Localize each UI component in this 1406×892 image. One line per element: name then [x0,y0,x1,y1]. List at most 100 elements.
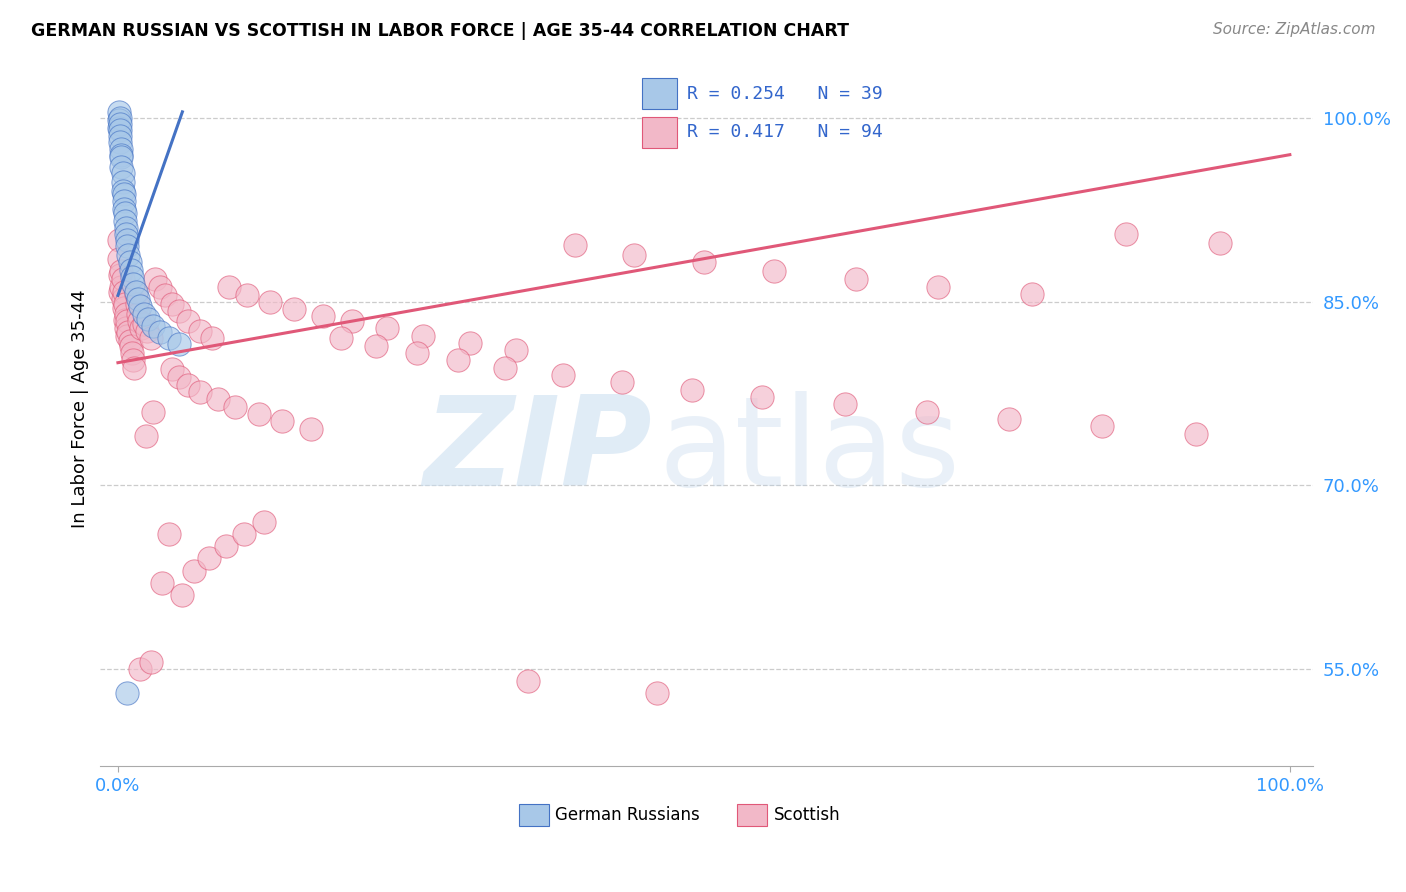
Point [1115,227,1137,242]
Point [122,277,145,292]
Point [117,686,139,700]
FancyBboxPatch shape [737,805,768,826]
Point [120,338,142,352]
Point [111,166,134,180]
Point [122,353,145,368]
Point [915,404,938,418]
Point [517,673,540,688]
Point [236,288,259,302]
Point [114,206,136,220]
Point [564,238,586,252]
Point [377,321,399,335]
Point [177,377,200,392]
Point [693,255,716,269]
Point [117,233,139,247]
Point [135,429,157,443]
Point [110,111,132,125]
Point [117,239,139,253]
Point [108,120,131,135]
Point [112,194,135,209]
FancyBboxPatch shape [519,805,550,826]
Text: atlas: atlas [658,391,960,512]
Point [118,255,141,269]
Point [845,272,868,286]
Text: ZIP: ZIP [423,391,652,512]
Point [115,227,138,242]
Text: Source: ZipAtlas.com: Source: ZipAtlas.com [1212,22,1375,37]
Point [138,311,160,326]
Point [188,324,211,338]
Point [114,213,136,227]
Point [412,328,434,343]
Point [751,390,773,404]
Point [159,331,181,345]
Point [681,383,703,397]
Point [167,337,190,351]
Point [125,297,148,311]
Point [110,264,132,278]
Point [215,539,238,553]
Point [115,321,138,335]
Point [1185,426,1208,441]
Point [364,338,387,352]
Point [112,285,135,299]
Point [218,280,240,294]
Point [312,309,335,323]
Point [110,129,132,144]
Point [610,376,633,390]
Point [224,400,246,414]
Point [342,314,364,328]
Point [329,331,352,345]
Point [153,288,176,302]
Point [110,142,132,156]
Point [167,304,190,318]
Point [110,285,132,299]
Point [120,262,142,277]
Point [160,361,183,376]
Point [167,370,190,384]
Point [405,346,427,360]
Point [131,321,153,335]
Point [111,185,134,199]
Point [149,325,172,339]
Point [114,297,136,311]
Point [124,287,146,301]
Point [117,325,139,339]
Point [198,551,221,566]
Point [117,328,139,343]
Point [121,346,143,360]
Point [136,324,159,338]
Point [115,221,138,235]
Point [108,113,131,128]
Point [1208,235,1230,250]
Point [124,285,146,299]
Point [110,136,132,150]
Point [505,343,527,358]
Point [159,527,181,541]
Point [299,422,322,436]
Point [645,686,668,700]
Point [259,294,281,309]
Text: GERMAN RUSSIAN VS SCOTTISH IN LABOR FORCE | AGE 35-44 CORRELATION CHART: GERMAN RUSSIAN VS SCOTTISH IN LABOR FORC… [31,22,849,40]
Point [271,414,294,428]
Point [118,334,141,348]
Point [927,280,949,294]
Point [233,527,256,541]
Point [110,117,132,131]
Point [112,186,135,201]
Point [447,353,470,368]
Point [623,248,645,262]
Point [139,656,162,670]
Point [763,264,786,278]
Point [110,280,132,294]
Point [145,272,167,286]
Point [108,104,131,119]
Point [110,147,132,161]
Point [124,360,146,375]
Point [110,160,132,174]
Point [111,272,134,286]
Point [188,385,211,400]
Point [139,331,162,345]
Point [553,368,575,382]
Point [132,317,155,331]
